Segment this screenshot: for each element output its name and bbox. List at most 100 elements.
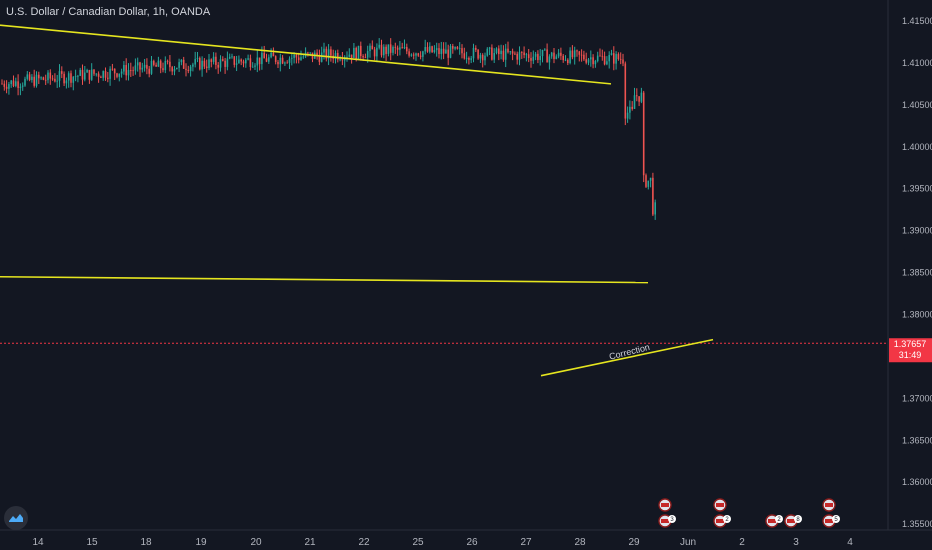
candle-body <box>146 64 148 69</box>
candle-body <box>642 92 645 176</box>
candle-body <box>130 70 132 71</box>
event-flag-icon[interactable] <box>822 498 836 512</box>
candle-body <box>355 47 357 60</box>
candle-body <box>521 52 523 53</box>
candle-body <box>93 69 95 74</box>
candle-body <box>615 54 617 64</box>
candle-body <box>173 69 176 72</box>
candle-body <box>5 86 8 89</box>
candle-body <box>502 50 505 60</box>
event-flag-icon[interactable]: 5 <box>822 514 840 528</box>
candle-body <box>47 72 49 81</box>
time-tick-label: 28 <box>574 537 586 548</box>
price-tick-label: 1.39000 <box>902 226 932 236</box>
candle-body <box>569 50 571 64</box>
candle-body <box>429 46 431 52</box>
event-flag-icon[interactable] <box>658 498 672 512</box>
candle-body <box>610 53 613 55</box>
candle-body <box>387 44 390 54</box>
event-flag-icon[interactable] <box>713 498 727 512</box>
candle-body <box>325 48 328 59</box>
candle-body <box>562 55 564 61</box>
candle-body <box>323 48 325 53</box>
trendlines[interactable] <box>0 24 714 377</box>
candle-body <box>180 59 183 63</box>
candle-body <box>208 59 210 68</box>
tradingview-logo-icon[interactable] <box>4 506 28 530</box>
candle-body <box>419 55 422 57</box>
candle-body <box>300 57 302 61</box>
candle-body <box>284 62 286 64</box>
candle-body <box>339 59 341 61</box>
candle-body <box>373 49 376 57</box>
candle-body <box>178 62 180 68</box>
candle-body <box>24 78 26 86</box>
time-axis-labels[interactable]: 14 15 18 19 20 21 22 25 26 27 28 29 Jun 2 3 4 <box>32 537 853 548</box>
candle-body <box>240 59 242 62</box>
candle-body <box>636 95 638 97</box>
price-tick-label: 1.39500 <box>902 184 932 194</box>
candle-body <box>84 72 86 80</box>
candle-body <box>263 52 265 59</box>
candle-body <box>201 60 203 70</box>
candle-body <box>442 48 445 54</box>
candle-body <box>286 62 288 64</box>
candle-body <box>385 46 387 54</box>
price-axis[interactable] <box>888 0 932 530</box>
candle-body <box>8 84 10 89</box>
trendline[interactable] <box>0 275 649 284</box>
candle-body <box>15 81 17 86</box>
candle-body <box>541 49 544 57</box>
candle-body <box>504 48 507 60</box>
candle-body <box>120 71 123 74</box>
candle-body <box>498 48 500 55</box>
candle-body <box>116 73 118 77</box>
candle-body <box>127 70 130 76</box>
candle-body <box>401 47 403 49</box>
candle-body <box>458 48 461 49</box>
candle-body <box>54 78 56 82</box>
candle-body <box>587 59 590 63</box>
candle-body <box>38 74 40 79</box>
candle-body <box>366 51 369 58</box>
time-tick-label: 29 <box>628 537 640 548</box>
trendline[interactable] <box>540 338 714 377</box>
price-tick-label: 1.40500 <box>902 100 932 110</box>
candle-body <box>647 180 650 187</box>
candle-body <box>196 58 199 60</box>
candle-body <box>231 56 233 58</box>
candle-body <box>176 67 178 70</box>
candle-body <box>470 58 472 60</box>
event-flag-icon[interactable]: 3 <box>658 514 676 528</box>
candle-body <box>279 57 282 65</box>
candle-body <box>293 54 295 58</box>
candle-body <box>576 50 578 52</box>
candle-body <box>555 56 558 59</box>
event-flag-icon[interactable]: 2 <box>713 514 731 528</box>
candle-body <box>86 70 88 73</box>
candle-body <box>166 60 169 62</box>
trendline[interactable] <box>0 24 612 85</box>
candle-body <box>19 86 22 88</box>
candle-body <box>491 47 493 60</box>
candle-body <box>537 53 539 60</box>
candle-body <box>638 96 640 102</box>
candle-body <box>596 55 599 62</box>
candle-body <box>205 66 208 68</box>
candle-body <box>481 54 484 61</box>
candle-body <box>376 47 378 57</box>
candle-body <box>383 46 385 56</box>
economic-events[interactable]: 3 2 2 8 5 <box>658 498 840 528</box>
correction-annotation[interactable]: Correction <box>608 342 651 362</box>
candle-body <box>118 73 121 77</box>
price-tick-label: 1.40000 <box>902 142 932 152</box>
candle-body <box>132 70 134 72</box>
event-flag-icon[interactable]: 8 <box>784 514 802 528</box>
candle-body <box>307 52 309 54</box>
candle-body <box>514 53 516 55</box>
event-flag-icon[interactable]: 2 <box>765 514 783 528</box>
candle-body <box>21 85 24 87</box>
candle-body <box>353 47 355 58</box>
candle-body <box>613 53 615 64</box>
